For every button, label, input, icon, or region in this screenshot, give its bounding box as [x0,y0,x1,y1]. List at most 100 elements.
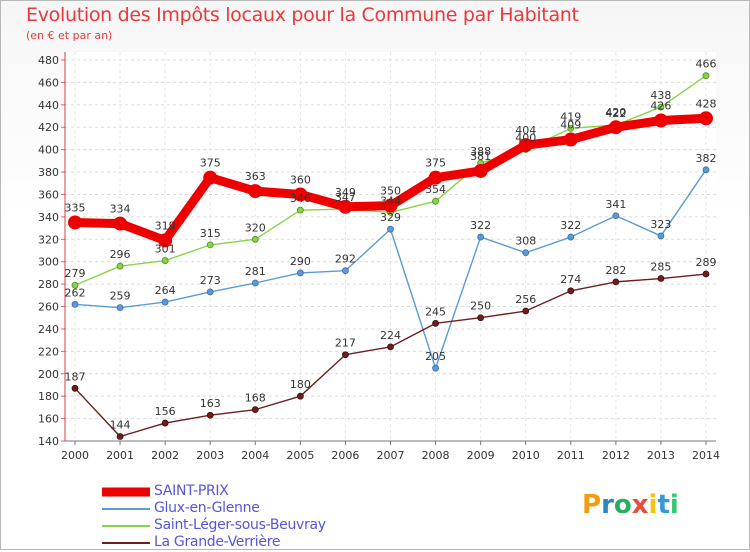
y-tick-label: 220 [38,345,59,358]
data-point [477,314,485,322]
x-tick-label: 2000 [61,449,89,462]
data-point [158,233,173,248]
data-label: 400 [515,132,536,145]
data-label: 404 [515,124,536,137]
data-label: 426 [650,100,671,113]
data-point [206,241,214,249]
y-tick-label: 280 [38,278,59,291]
legend-item-glux-en-glenne: Glux-en-Glenne [100,500,400,518]
legend-swatch [102,542,150,544]
data-label: 420 [605,106,626,119]
data-point [563,132,578,147]
data-point [293,187,308,202]
data-label: 354 [425,183,446,196]
y-tick-label: 380 [38,166,59,179]
y-tick-label: 300 [38,256,59,269]
data-label: 289 [696,256,717,269]
data-label: 381 [470,150,491,163]
data-point [296,269,304,277]
data-label: 344 [380,194,401,207]
data-label: 382 [696,152,717,165]
legend-item-saint-prix: SAINT-PRIX [100,483,400,501]
y-tick-label: 480 [38,54,59,67]
data-point [71,300,79,308]
data-point [608,120,623,135]
data-label: 422 [605,107,626,120]
data-label: 360 [290,173,311,186]
proxiti-logo: Proxiti [582,490,679,520]
data-point [702,166,710,174]
data-point [522,249,530,257]
data-point [518,138,533,153]
legend-label: Glux-en-Glenne [154,500,260,516]
data-label: 205 [425,350,446,363]
data-label: 388 [470,145,491,158]
data-label: 187 [65,370,86,383]
data-label: 308 [515,235,536,248]
legend-swatch [102,525,150,527]
data-point [699,111,713,126]
data-label: 259 [110,290,131,303]
data-point [342,267,349,275]
y-tick-label: 420 [38,121,59,134]
logo-letter: t [657,490,670,520]
data-point [567,287,575,295]
legend-label: Saint-Léger-sous-Beuvray [154,517,326,533]
data-point [473,163,488,178]
y-tick-label: 140 [38,435,59,448]
data-point [567,233,575,241]
x-tick-label: 2014 [692,449,720,462]
data-point [387,343,394,351]
x-tick-label: 2013 [647,449,675,462]
data-point [612,212,620,220]
y-tick-label: 260 [38,301,59,314]
data-point [653,113,668,128]
data-point [71,281,79,289]
x-tick-label: 2003 [196,449,224,462]
data-label: 282 [605,264,626,277]
legend-swatch [102,508,150,510]
data-label: 262 [65,286,86,299]
x-tick-label: 2007 [377,449,405,462]
legend: SAINT-PRIX Glux-en-Glenne Saint-Léger-so… [100,483,400,552]
data-label: 290 [290,255,311,268]
data-point [251,406,259,414]
data-label: 334 [110,203,131,216]
data-label: 315 [200,227,221,240]
logo-letter: x [631,490,649,520]
data-label: 320 [245,221,266,234]
data-label: 273 [200,274,221,287]
data-label: 438 [650,89,671,102]
y-tick-label: 200 [38,368,59,381]
logo-letter: o [613,490,632,520]
data-label: 156 [155,405,176,418]
data-point [383,198,398,213]
data-label: 224 [380,329,401,342]
data-label: 264 [155,284,176,297]
x-tick-label: 2002 [151,449,179,462]
chart-title: Evolution des Impôts locaux pour la Comm… [26,4,579,26]
data-point [432,364,439,372]
x-tick-label: 2005 [286,449,314,462]
data-point [657,275,665,282]
data-label: 274 [560,273,581,286]
data-point [657,232,665,240]
data-point [432,197,439,205]
x-tick-label: 2008 [422,449,450,462]
x-tick-label: 2001 [106,449,134,462]
data-label: 217 [335,337,356,350]
data-point [113,216,128,231]
y-tick-label: 320 [38,233,59,246]
data-label: 163 [200,397,221,410]
data-label: 323 [650,218,671,231]
data-label: 279 [65,267,86,280]
data-point [477,233,485,241]
y-tick-label: 440 [38,99,59,112]
data-point [248,184,263,199]
legend-label: La Grande-Verrière [154,534,281,550]
data-point [203,170,218,185]
data-point [702,72,710,80]
x-tick-label: 2010 [512,449,540,462]
data-point [251,235,259,243]
x-tick-label: 2012 [602,449,630,462]
